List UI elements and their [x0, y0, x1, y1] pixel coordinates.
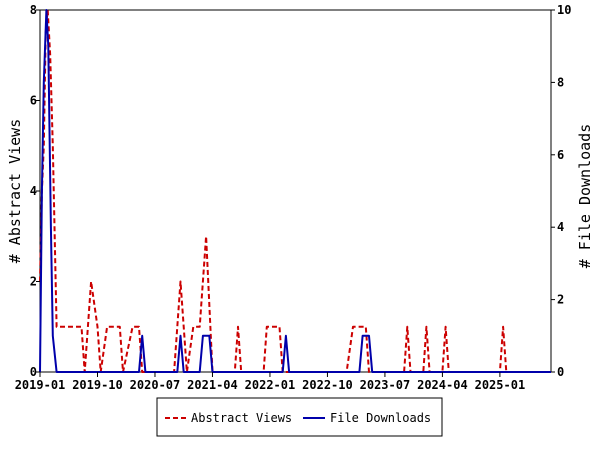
y-left-tick-label: 4	[30, 184, 37, 198]
y-left-tick-label: 0	[30, 365, 37, 379]
legend-label-abstract-views: Abstract Views	[191, 411, 292, 425]
y-right-axis-title: # File Downloads	[576, 124, 594, 269]
series-line-file-downloads	[39, 9, 551, 373]
x-tick-label: 2020-07	[130, 378, 181, 392]
x-tick-label: 2021-04	[187, 378, 238, 392]
ticks-layer: 0 2 4 6 8 0 2 4 6 8 10 2019-01 2019-10 2020-07 2021-04…	[15, 3, 572, 392]
legend: Abstract Views File Downloads	[156, 397, 443, 437]
x-tick-label: 2023-07	[360, 378, 411, 392]
y-right-tick-label: 4	[557, 220, 564, 234]
legend-box	[156, 397, 443, 437]
plot-frame	[39, 9, 552, 373]
series-layer	[39, 9, 551, 373]
legend-label-file-downloads: File Downloads	[330, 411, 431, 425]
y-right-tick-label: 10	[557, 3, 571, 17]
x-tick-label: 2022-10	[302, 378, 353, 392]
y-right-tick-label: 0	[557, 365, 564, 379]
y-left-tick-label: 6	[30, 94, 37, 108]
x-tick-label: 2024-04	[417, 378, 468, 392]
series-line-abstract-views	[39, 9, 551, 373]
y-right-tick-label: 6	[557, 148, 564, 162]
y-left-tick-label: 2	[30, 275, 37, 289]
y-right-tick-label: 2	[557, 293, 564, 307]
y-left-tick-label: 8	[30, 3, 37, 17]
x-tick-label: 2019-01	[15, 378, 66, 392]
x-tick-label: 2025-01	[475, 378, 526, 392]
x-tick-label: 2019-10	[72, 378, 123, 392]
x-tick-label: 2022-01	[245, 378, 296, 392]
plot-area	[39, 9, 552, 373]
y-left-axis-title: # Abstract Views	[6, 119, 24, 264]
y-right-tick-label: 8	[557, 75, 564, 89]
